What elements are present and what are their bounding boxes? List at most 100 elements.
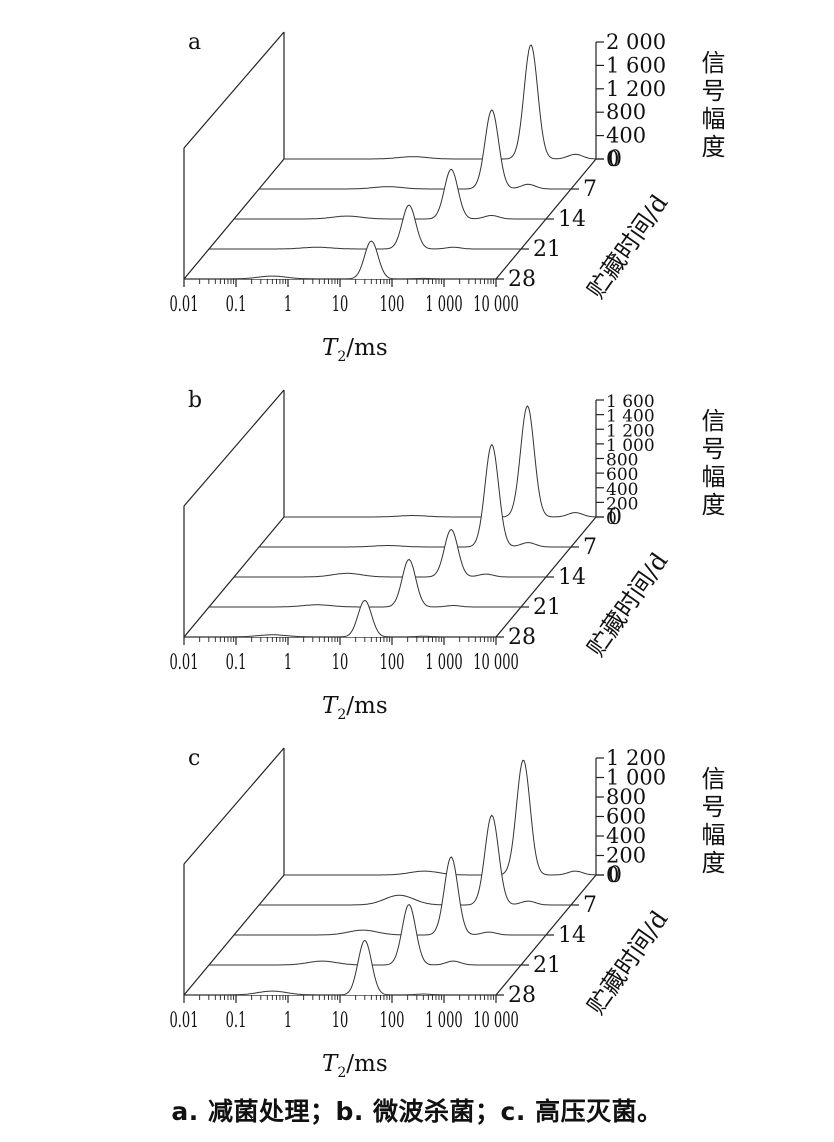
series-line: [284, 44, 596, 160]
x-axis-title: T2/ms: [322, 335, 388, 365]
x-tick-label: 0.1: [226, 651, 247, 675]
series-fill: [184, 940, 496, 995]
x-tick-label: 10: [332, 293, 349, 317]
series-line: [184, 599, 496, 638]
series-line: [259, 109, 571, 190]
x-axis-subscript: 2: [337, 707, 346, 723]
panel-label: a: [188, 30, 201, 55]
x-tick-label: 100: [380, 651, 405, 675]
z-tick-label: 400: [606, 824, 646, 848]
z-tick-label: 1 600: [606, 392, 655, 412]
x-tick-label: 0.1: [226, 293, 247, 317]
series-line: [234, 856, 546, 936]
x-tick-label: 10 000: [473, 293, 519, 317]
series-fill: [259, 815, 571, 905]
depth-tick-label: 14: [558, 565, 586, 590]
depth-axis-title: 贮藏时间/d: [582, 548, 673, 662]
series-line: [259, 443, 571, 548]
series-7d: [259, 109, 571, 190]
x-axis-title: T2/ms: [322, 1051, 388, 1081]
z-tick-label: 0: [606, 509, 617, 529]
figure-caption: a. 减菌处理；b. 微波杀菌；c. 高压灭菌。: [171, 1097, 663, 1126]
series-fill: [284, 45, 596, 159]
z-tick-label: 0: [606, 147, 619, 171]
x-tick-label: 0.1: [226, 1009, 247, 1033]
depth-tick-label: 0: [608, 863, 622, 888]
z-tick-label: 200: [606, 844, 646, 868]
depth-tick-label: 28: [508, 625, 536, 650]
x-tick-label: 0.01: [170, 1009, 199, 1033]
z-tick-label: 600: [606, 465, 638, 485]
chart-panel-c: 0.01 0.1 1 10 100 1 000 10 000 T2/ms c 0200400600…: [170, 746, 725, 1081]
series-21d: [209, 204, 521, 250]
z-axis-title: 信号幅度: [697, 50, 725, 162]
series-14d: [234, 528, 546, 578]
depth-tick-label: 21: [533, 595, 561, 620]
z-axis-title: 信号幅度: [697, 408, 725, 520]
series-fill: [209, 559, 521, 607]
series-7d: [259, 443, 571, 548]
x-tick-label: 0.01: [170, 651, 199, 675]
x-axis-symbol: T: [322, 335, 339, 361]
depth-axis-title: 贮藏时间/d: [582, 906, 673, 1020]
x-tick-label: 1 000: [425, 293, 462, 317]
depth-tick-label: 28: [508, 267, 536, 292]
x-axis-symbol: T: [322, 1051, 339, 1077]
panel-label: b: [188, 388, 202, 413]
z-tick-label: 0: [606, 863, 619, 887]
series-line: [209, 204, 521, 250]
x-axis-symbol: T: [322, 693, 339, 719]
z-tick-label: 1 400: [606, 407, 655, 427]
series-line: [184, 240, 496, 280]
series-line: [259, 814, 571, 906]
x-tick-label: 1 000: [425, 1009, 462, 1033]
series-fill: [209, 205, 521, 249]
z-tick-label: 400: [606, 124, 646, 148]
series-line: [184, 939, 496, 996]
z-tick-label: 1 200: [606, 77, 666, 101]
x-tick-label: 10 000: [473, 1009, 519, 1033]
series-28d: [184, 240, 496, 280]
series-line: [284, 405, 596, 518]
series-14d: [234, 856, 546, 936]
series-line: [209, 559, 521, 608]
series-fill: [259, 444, 571, 547]
x-tick-label: 100: [380, 1009, 405, 1033]
depth-tick-label: 21: [533, 953, 561, 978]
series-0d: [284, 44, 596, 160]
x-tick-label: 1: [284, 651, 292, 675]
z-tick-label: 200: [606, 494, 638, 514]
z-tick-label: 1 000: [606, 436, 655, 456]
series-line: [284, 759, 596, 876]
series-line: [234, 528, 546, 578]
depth-tick-label: 0: [608, 505, 622, 530]
x-axis-subscript: 2: [337, 349, 346, 365]
series-0d: [284, 405, 596, 518]
series-fill: [284, 760, 596, 875]
depth-tick-label: 21: [533, 237, 561, 262]
x-tick-label: 10 000: [473, 651, 519, 675]
depth-tick-label: 14: [558, 923, 586, 948]
z-tick-label: 2 000: [606, 30, 666, 54]
depth-axis-title: 贮藏时间/d: [582, 190, 673, 304]
depth-tick-label: 14: [558, 207, 586, 232]
series-28d: [184, 939, 496, 996]
series-14d: [234, 168, 546, 220]
series-0d: [284, 759, 596, 876]
z-tick-label: 1 600: [606, 53, 666, 77]
z-tick-label: 600: [606, 805, 646, 829]
series-7d: [259, 814, 571, 906]
series-fill: [184, 241, 496, 279]
top-wall-edge: [183, 31, 285, 149]
z-tick-label: 1 000: [606, 766, 666, 790]
z-tick-label: 1 200: [606, 746, 666, 770]
series-line: [234, 168, 546, 220]
depth-tick-label: 28: [508, 983, 536, 1008]
z-tick-label: 800: [606, 100, 646, 124]
depth-tick-label: 7: [583, 893, 597, 918]
x-axis-subscript: 2: [337, 1065, 346, 1081]
top-wall-edge: [183, 747, 285, 865]
z-tick-label: 400: [606, 480, 638, 500]
